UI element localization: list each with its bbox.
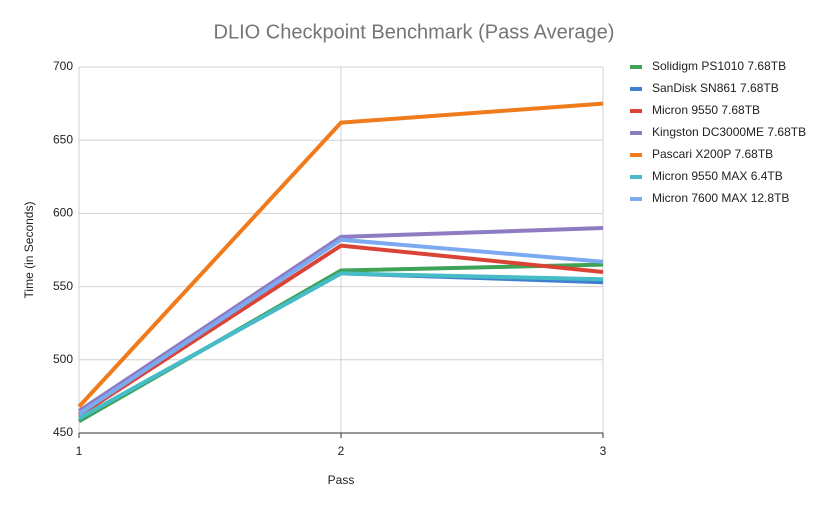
y-tick-label: 700	[53, 59, 73, 73]
x-tick-label: 3	[600, 444, 607, 458]
legend-label: Kingston DC3000ME 7.68TB	[652, 125, 806, 139]
legend-label: Pascari X200P 7.68TB	[652, 147, 773, 161]
legend-label: Micron 9550 MAX 6.4TB	[652, 169, 783, 183]
x-tick-label: 1	[76, 444, 83, 458]
series-line	[77, 101, 604, 409]
series-line	[78, 271, 604, 421]
x-tick-label: 2	[338, 444, 345, 458]
legend-label: SanDisk SN861 7.68TB	[652, 81, 779, 95]
x-axis-label: Pass	[328, 473, 355, 487]
legend-label: Solidigm PS1010 7.68TB	[652, 59, 786, 73]
y-axis-label: Time (in Seconds)	[22, 202, 36, 299]
series-line	[77, 226, 604, 413]
series-line	[77, 243, 604, 418]
chart-title: DLIO Checkpoint Benchmark (Pass Average)	[214, 21, 615, 43]
legend-label: Micron 9550 7.68TB	[652, 103, 760, 117]
y-tick-label: 450	[53, 425, 73, 439]
y-tick-label: 500	[53, 352, 73, 366]
series-line	[77, 237, 604, 416]
legend-label: Micron 7600 MAX 12.8TB	[652, 191, 789, 205]
y-tick-label: 550	[53, 279, 73, 293]
y-tick-label: 600	[53, 206, 73, 220]
y-tick-label: 650	[53, 132, 73, 146]
